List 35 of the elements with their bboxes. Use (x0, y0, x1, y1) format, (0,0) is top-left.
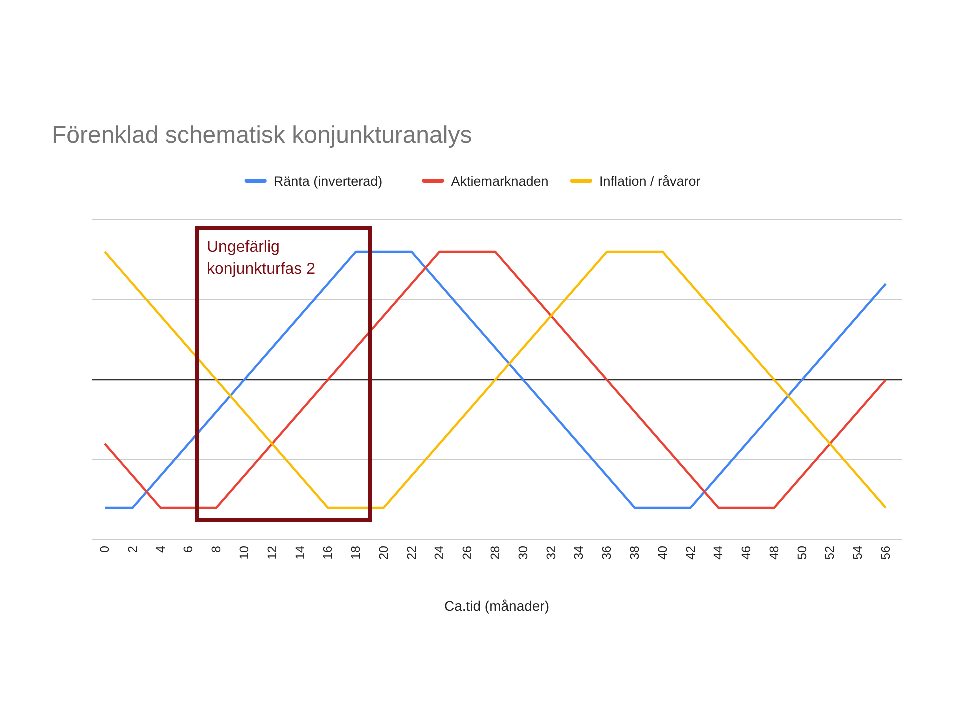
x-tick-label: 24 (432, 546, 447, 560)
x-tick-label: 4 (154, 546, 168, 553)
x-tick-label: 2 (126, 546, 140, 553)
x-tick-label: 40 (656, 546, 670, 560)
x-tick-label: 6 (182, 546, 196, 553)
x-tick-label: 12 (265, 546, 280, 560)
x-tick-label: 42 (684, 546, 698, 560)
x-tick-label: 34 (572, 546, 586, 560)
annotation: Ungefärlig konjunkturfas 2 (207, 239, 316, 278)
legend-label: Inflation / råvaror (599, 174, 702, 189)
x-tick-label: 16 (321, 546, 336, 560)
legend-label: Ränta (inverterad) (274, 174, 383, 189)
x-tick-label: 22 (404, 546, 419, 560)
x-tick-label: 46 (740, 546, 754, 560)
x-tick-label: 8 (210, 546, 224, 553)
x-tick-label: 26 (460, 546, 475, 560)
x-tick-label: 10 (237, 546, 252, 560)
chart-title: Förenklad schematisk konjunkturanalys (52, 122, 472, 149)
legend-label: Aktiemarknaden (451, 174, 549, 189)
x-tick-label: 54 (851, 546, 866, 560)
x-tick-label: 32 (544, 546, 558, 560)
x-axis-title: Ca.tid (månader) (444, 598, 550, 614)
x-tick-label: 18 (349, 546, 364, 560)
x-tick-label: 48 (767, 546, 782, 560)
x-tick-label: 56 (879, 546, 893, 560)
x-tick-label: 36 (600, 546, 614, 560)
x-tick-label: 50 (795, 546, 810, 560)
x-tick-label: 44 (712, 546, 726, 560)
x-tick-label: 38 (628, 546, 642, 560)
x-tick-label: 28 (488, 546, 502, 560)
x-tick-label: 14 (293, 546, 308, 560)
x-tick-label: 52 (823, 546, 838, 560)
x-tick-label: 20 (376, 546, 391, 560)
x-tick-label: 0 (98, 546, 112, 553)
x-tick-label: 30 (516, 546, 530, 560)
